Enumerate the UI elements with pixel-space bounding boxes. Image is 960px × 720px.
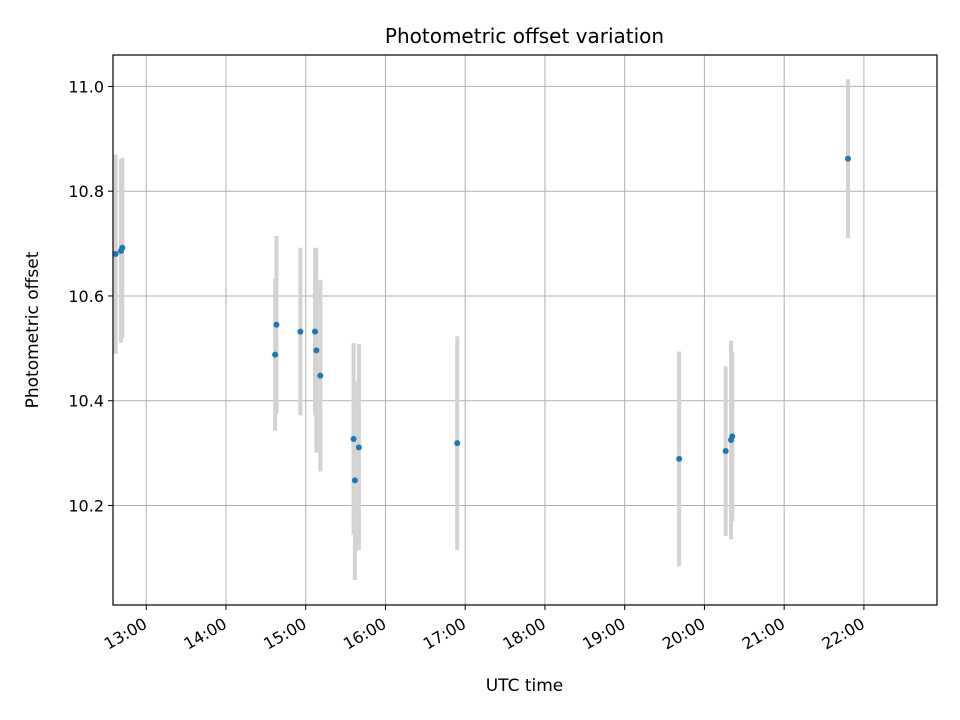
data-point: [722, 448, 729, 454]
data-point: [313, 347, 320, 354]
y-tick-label: 11.0: [68, 77, 104, 96]
data-point: [312, 328, 319, 335]
data-point: [112, 251, 119, 258]
x-axis-label: UTC time: [486, 676, 564, 696]
data-point: [272, 351, 279, 358]
data-point: [454, 440, 461, 447]
data-point: [844, 155, 851, 162]
y-axis-ticks: 10.2 10.4 10.6 10.8 11.0: [68, 77, 113, 515]
chart-title: Photometric offset variation: [385, 24, 664, 48]
data-point: [729, 433, 736, 440]
y-tick-label: 10.4: [68, 392, 104, 411]
data-point: [119, 244, 126, 251]
y-tick-label: 10.6: [68, 287, 104, 306]
y-tick-label: 10.2: [68, 496, 104, 515]
data-point: [273, 321, 280, 328]
data-points: [112, 155, 851, 484]
data-point: [297, 328, 304, 335]
data-point: [355, 444, 362, 451]
y-axis-label: Photometric offset: [23, 251, 43, 408]
y-tick-label: 10.8: [68, 182, 104, 201]
data-point: [350, 435, 357, 442]
plot-frame: [112, 54, 938, 606]
grid: [113, 55, 937, 605]
data-point: [351, 477, 358, 484]
data-point: [317, 372, 324, 379]
data-point: [676, 455, 683, 462]
